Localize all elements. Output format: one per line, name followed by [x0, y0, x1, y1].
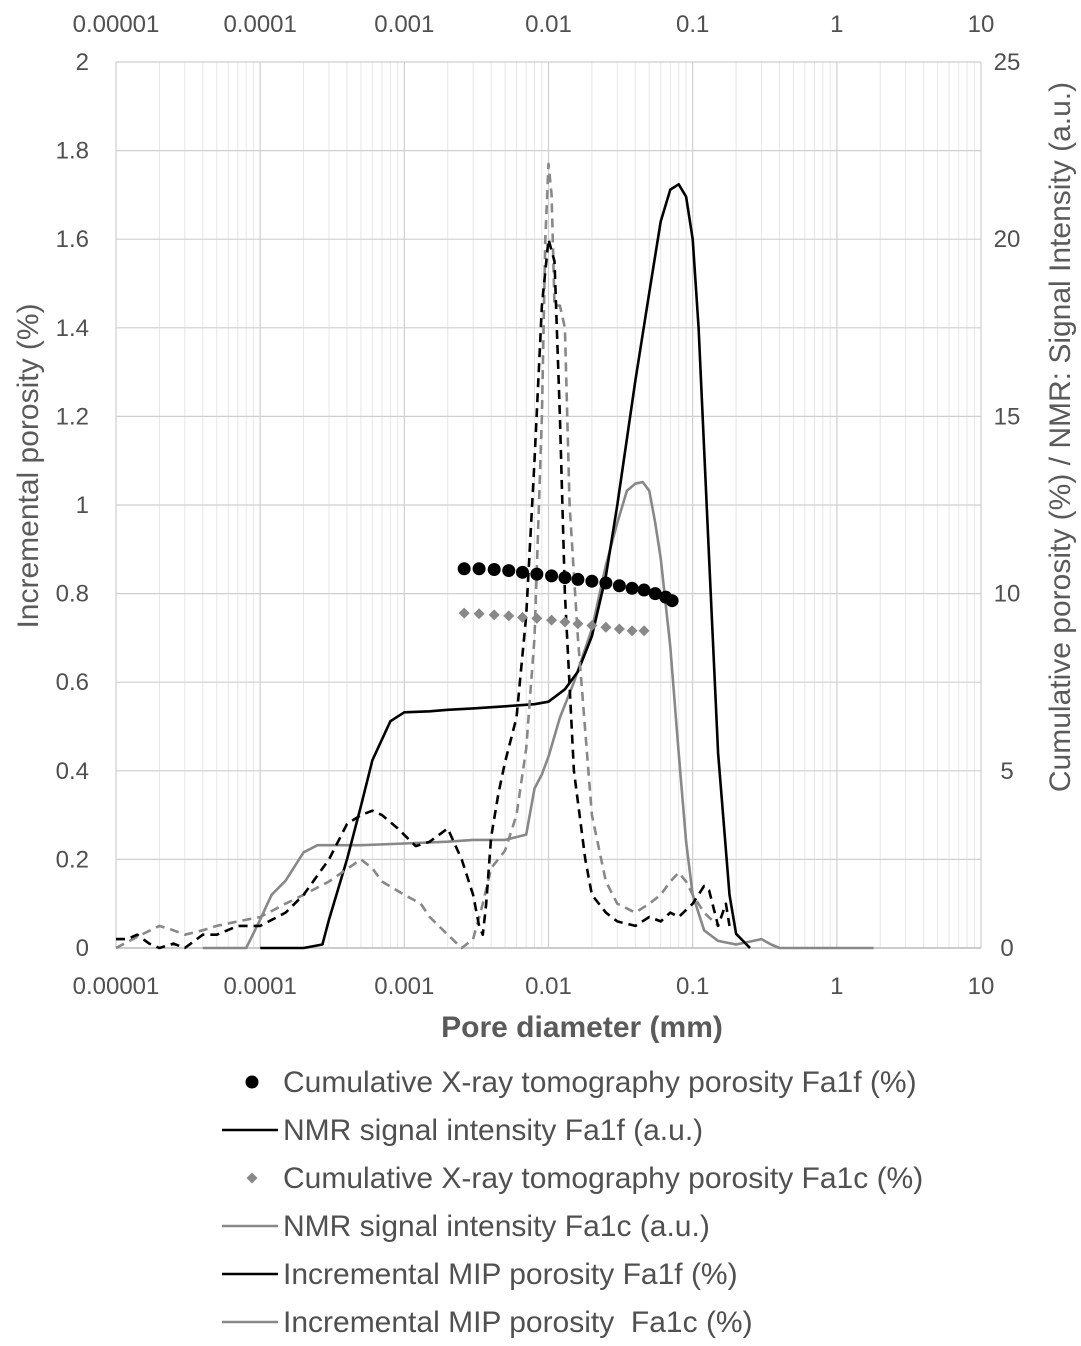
x-tick-label-bottom: 0.0001 [223, 973, 296, 1000]
series-line [115, 162, 719, 950]
data-point [585, 574, 599, 588]
legend-label: NMR signal intensity Fa1f (a.u.) [283, 1114, 703, 1147]
x-tick-label-top: 10 [968, 11, 995, 38]
data-point [457, 562, 471, 576]
data-point [516, 611, 528, 623]
y-tick-label: 0.2 [56, 846, 89, 873]
x-tick-label-bottom: 0.001 [374, 973, 434, 1000]
x-tick-label-bottom: 0.1 [676, 973, 709, 1000]
y2-axis-title: Cumulative porosity (%) / NMR: Signal In… [1044, 82, 1077, 792]
x-tick-label-bottom: 0.01 [525, 973, 572, 1000]
data-point [502, 564, 516, 578]
series-line [116, 237, 731, 950]
y-tick-label: 1.2 [56, 403, 89, 430]
y2-tick-label: 25 [994, 49, 1021, 76]
data-point [503, 610, 515, 622]
legend-label: Incremental MIP porosity Fa1f (%) [283, 1258, 738, 1291]
y2-tick-label: 0 [1000, 935, 1013, 962]
data-point [612, 579, 626, 593]
data-point [613, 623, 625, 635]
data-point [559, 616, 571, 628]
data-point [473, 608, 485, 620]
data-point [487, 563, 501, 577]
legend-label: NMR signal intensity Fa1c (a.u.) [283, 1210, 710, 1243]
data-point [571, 572, 585, 586]
legend-symbol [245, 1075, 259, 1089]
x-tick-label-top: 0.01 [525, 11, 572, 38]
data-point [625, 581, 639, 595]
data-point [648, 587, 662, 601]
legend-symbol [246, 1172, 258, 1184]
y-axis-title: Incremental porosity (%) [12, 303, 45, 628]
data-point [530, 567, 544, 581]
x-tick-label-bottom: 0.00001 [73, 973, 160, 1000]
y-tick-label: 1.8 [56, 138, 89, 165]
grid-layer [115, 61, 982, 949]
data-point [546, 614, 558, 626]
data-point [488, 609, 500, 621]
legend-label: Cumulative X-ray tomography porosity Fa1… [283, 1066, 917, 1099]
x-tick-label-top: 0.00001 [73, 11, 160, 38]
y-tick-label: 0 [76, 935, 89, 962]
data-point [586, 619, 598, 631]
y2-tick-label: 15 [994, 403, 1021, 430]
x-tick-label-top: 0.1 [676, 11, 709, 38]
y-tick-label: 0.8 [56, 581, 89, 608]
data-point [572, 618, 584, 630]
x-tick-label-top: 1 [830, 11, 843, 38]
legend: Cumulative X-ray tomography porosity Fa1… [222, 1066, 923, 1339]
x-tick-label-top: 0.001 [374, 11, 434, 38]
legend-label: Cumulative X-ray tomography porosity Fa1… [283, 1162, 923, 1195]
x-axis-title: Pore diameter (mm) [441, 1011, 723, 1044]
data-point [665, 594, 679, 608]
y2-tick-label: 10 [994, 581, 1021, 608]
y2-tick-label: 5 [1000, 758, 1013, 785]
y-tick-label: 1 [76, 492, 89, 519]
series-line [260, 183, 751, 950]
legend-label: Incremental MIP porosity Fa1c (%) [283, 1306, 753, 1339]
data-point [545, 569, 559, 583]
y-tick-label: 2 [76, 49, 89, 76]
data-point [458, 607, 470, 619]
series-layer [115, 162, 874, 950]
y-tick-label: 0.4 [56, 758, 89, 785]
ticks-layer: 0.00001 0.00001 0.0001 0.0001 0.001 0.001 0.01… [56, 11, 1021, 1000]
data-point [626, 625, 638, 637]
data-point [600, 621, 612, 633]
data-point [599, 576, 613, 590]
y2-tick-label: 20 [994, 226, 1021, 253]
x-tick-label-bottom: 1 [830, 973, 843, 1000]
data-point [638, 625, 650, 637]
y-tick-label: 1.6 [56, 226, 89, 253]
x-tick-label-bottom: 10 [968, 973, 995, 1000]
y-tick-label: 1.4 [56, 315, 89, 342]
data-point [472, 562, 486, 576]
y-tick-label: 0.6 [56, 669, 89, 696]
data-point [531, 612, 543, 624]
series-line [202, 480, 874, 950]
data-point [558, 571, 572, 585]
data-point [637, 583, 651, 597]
data-point [515, 565, 529, 579]
x-tick-label-top: 0.0001 [223, 11, 296, 38]
